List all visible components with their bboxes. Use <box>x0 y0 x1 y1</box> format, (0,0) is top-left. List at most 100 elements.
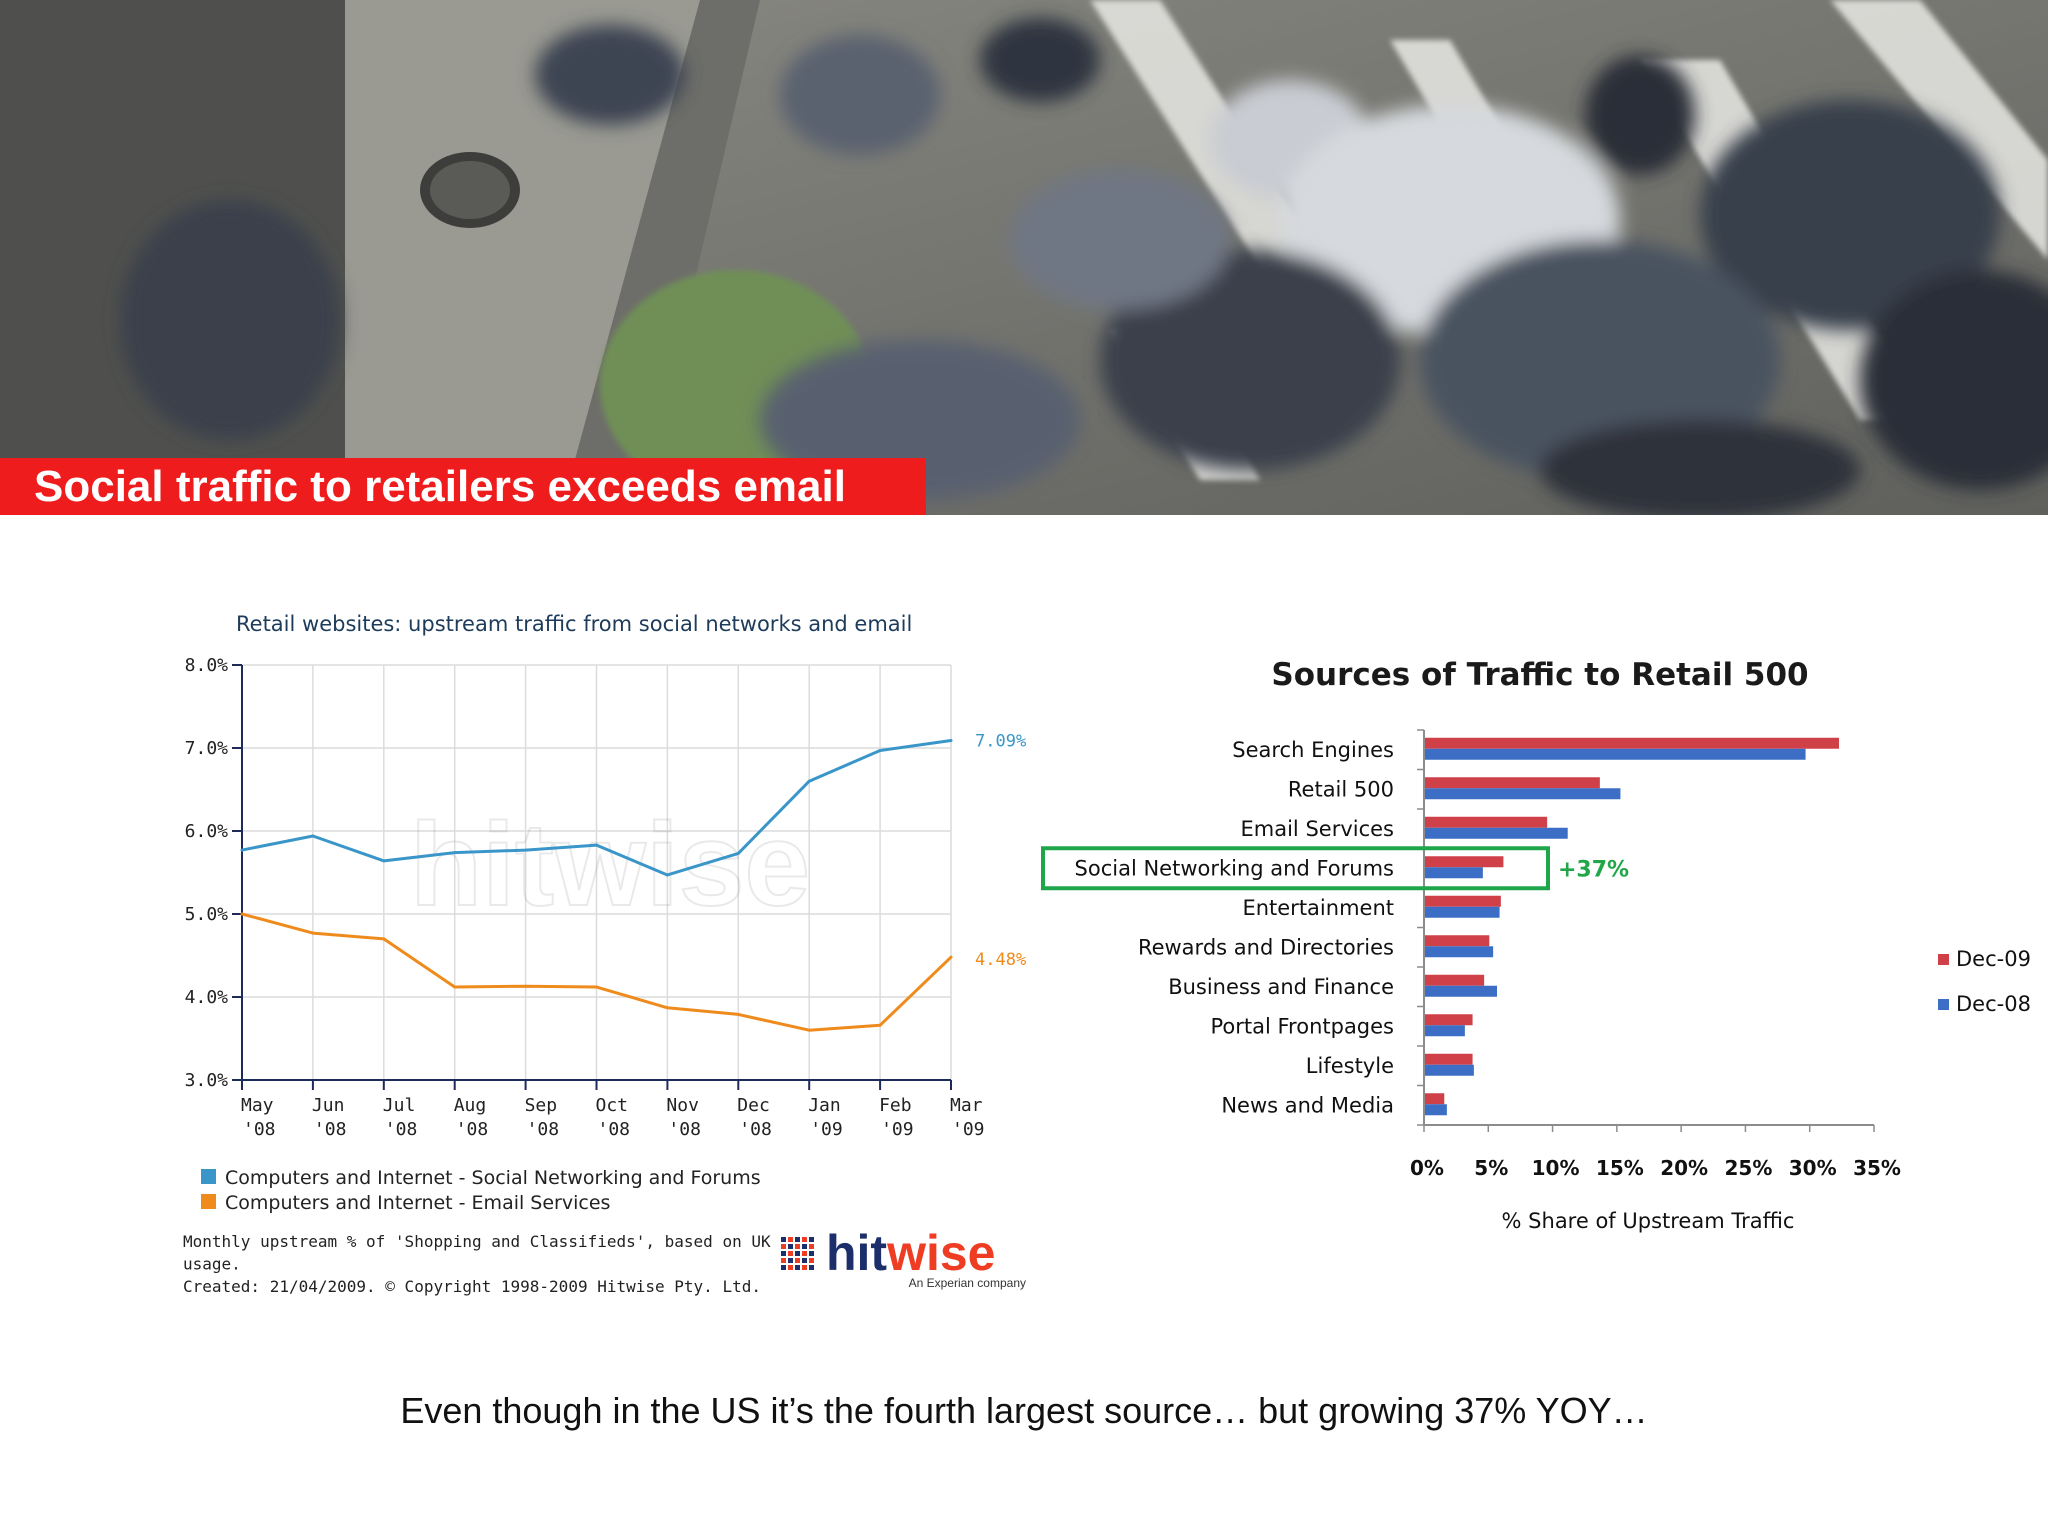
data-point <box>665 873 669 877</box>
category-label: Entertainment <box>1242 896 1394 920</box>
data-point <box>382 859 386 863</box>
logo-dot <box>809 1258 814 1263</box>
bar-dec-09 <box>1425 816 1548 828</box>
logo-dot <box>809 1265 814 1270</box>
bar-dec-09 <box>1425 737 1839 749</box>
x-tick-label: Jan '09 <box>808 1095 843 1140</box>
logo-dot-icon <box>781 1237 814 1270</box>
bar-dec-08 <box>1425 748 1806 760</box>
x-tick-label: Dec '08 <box>737 1095 772 1140</box>
note-line: usage. <box>183 1255 241 1274</box>
logo-dot <box>802 1251 807 1256</box>
line-chart: Retail websites: upstream traffic from s… <box>183 612 1026 1296</box>
logo-dot <box>788 1244 793 1249</box>
svg-text:hitwise: hitwise <box>826 1225 996 1281</box>
logo-dot <box>795 1258 800 1263</box>
series-end-labels: 7.09% 4.48% <box>975 732 1026 971</box>
logo-dot <box>809 1237 814 1242</box>
logo-tagline: An Experian company <box>909 1276 1026 1290</box>
growth-annotation: +37% <box>1558 857 1629 882</box>
category-label: Lifestyle <box>1306 1054 1394 1078</box>
logo-dot <box>781 1237 786 1242</box>
data-point <box>382 937 386 941</box>
logo-dot <box>802 1244 807 1249</box>
x-tick-label: Feb '09 <box>879 1095 914 1140</box>
pigeons-image <box>0 0 2048 515</box>
hitwise-logo: hitwise An Experian company <box>781 1225 1026 1290</box>
highlight-rect <box>1041 846 1550 891</box>
bar-dec-09 <box>1425 777 1600 789</box>
x-tick-label: Aug '08 <box>454 1095 489 1140</box>
data-point <box>240 912 244 916</box>
logo-dot <box>795 1251 800 1256</box>
data-point <box>807 779 811 783</box>
bar-chart-legend: Dec-09 Dec-08 <box>1938 947 2031 1016</box>
logo-dot <box>795 1237 800 1242</box>
hitwise-watermark: hitwise <box>409 798 811 932</box>
note-line: Monthly upstream % of 'Shopping and Clas… <box>183 1232 771 1251</box>
bar-legend-label: Dec-08 <box>1956 992 2031 1016</box>
bar-dec-08 <box>1425 788 1621 800</box>
note-line: Created: 21/04/2009. © Copyright 1998-20… <box>183 1277 761 1296</box>
data-point <box>453 851 457 855</box>
x-tick-label: Sep '08 <box>525 1095 560 1140</box>
bar-dec-09 <box>1425 1093 1445 1105</box>
data-point <box>524 984 528 988</box>
logo-dot <box>795 1265 800 1270</box>
bar-dec-09 <box>1425 974 1485 986</box>
bar-dec-09 <box>1425 935 1490 947</box>
y-tick-label: 6.0% <box>185 821 229 842</box>
bar-dec-08 <box>1425 1104 1447 1116</box>
category-label: Rewards and Directories <box>1138 935 1394 959</box>
slide-caption: Even though in the US it’s the fourth la… <box>400 1390 1648 1431</box>
data-point <box>524 848 528 852</box>
category-label: News and Media <box>1221 1093 1394 1117</box>
bar-dec-08 <box>1425 1064 1474 1076</box>
y-tick-label: 8.0% <box>185 655 229 676</box>
legend-label: Computers and Internet - Email Services <box>225 1192 610 1214</box>
y-tick-label: 3.0% <box>185 1070 229 1091</box>
x-tick-label: Oct '08 <box>596 1095 631 1140</box>
data-point <box>311 834 315 838</box>
category-label: Email Services <box>1241 817 1395 841</box>
line-chart-title: Retail websites: upstream traffic from s… <box>236 612 912 636</box>
x-tick-labels: May '08 Jun '08 Jul '08 Aug '08 Sep '08 Oct '08 Nov '… <box>241 1080 985 1140</box>
category-label: Portal Frontpages <box>1210 1014 1394 1038</box>
highlight-box: +37% <box>1041 846 1629 891</box>
logo-dot <box>781 1265 786 1270</box>
source-note: Monthly upstream % of 'Shopping and Clas… <box>183 1232 771 1296</box>
bar-dec-09 <box>1425 1014 1473 1026</box>
x-tick-label: Jul '08 <box>383 1095 418 1140</box>
x-tick-label: Nov '08 <box>666 1095 701 1140</box>
category-label: Social Networking and Forums <box>1075 856 1394 880</box>
bar-x-tick-label: 35% <box>1853 1156 1901 1180</box>
bar-x-axis-label: % Share of Upstream Traffic <box>1502 1209 1795 1233</box>
logo-dot <box>788 1251 793 1256</box>
end-value-label: 7.09% <box>975 732 1026 752</box>
data-point <box>665 1006 669 1010</box>
data-point <box>949 739 953 743</box>
x-tick-label: May '08 <box>241 1095 276 1140</box>
bar-x-tick-label: 25% <box>1724 1156 1772 1180</box>
bar-dec-08 <box>1425 827 1568 839</box>
data-point <box>311 931 315 935</box>
logo-dot <box>809 1244 814 1249</box>
logo-dot <box>809 1251 814 1256</box>
bar-x-tick-label: 20% <box>1660 1156 1708 1180</box>
logo-dot <box>781 1244 786 1249</box>
data-point <box>595 985 598 989</box>
bar-x-tick-label: 0% <box>1410 1156 1444 1180</box>
data-point <box>807 1028 811 1032</box>
data-point <box>736 851 740 855</box>
logo-brand-b: wise <box>886 1225 995 1281</box>
line-chart-grid <box>241 664 952 1081</box>
x-tick-labels-bar: 0% 5% 10% 15% 20% 25% 30% 35% <box>1410 1125 1901 1180</box>
y-tick-labels: 3.0% 4.0% 5.0% 6.0% 7.0% 8.0% <box>185 655 242 1091</box>
logo-dot <box>788 1237 793 1242</box>
logo-dot <box>781 1251 786 1256</box>
data-point <box>736 1012 740 1016</box>
line-series <box>240 739 953 1032</box>
logo-dot <box>802 1237 807 1242</box>
data-point <box>595 843 598 847</box>
